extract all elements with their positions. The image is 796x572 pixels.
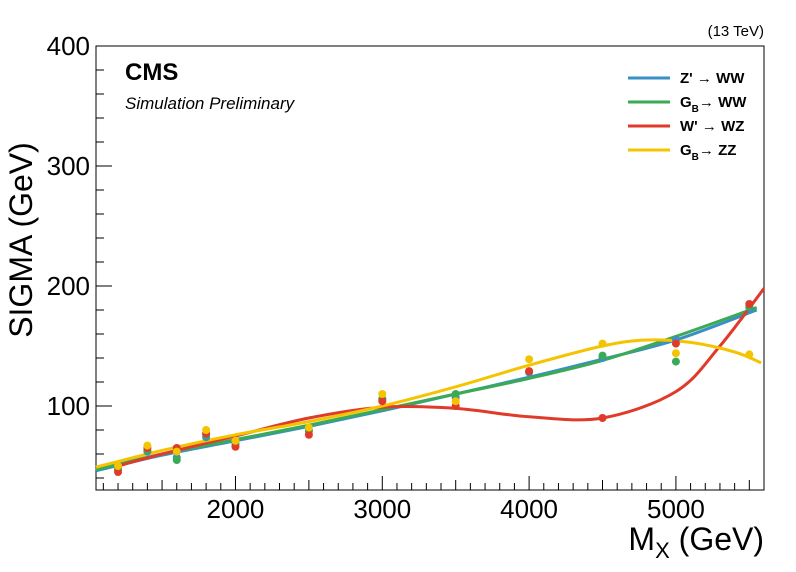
data-point-series-1 <box>172 456 181 464</box>
data-point-series-2 <box>525 367 534 376</box>
y-axis-title: SIGMA (GeV) <box>3 142 39 338</box>
legend-label-series-3: GB→ ZZ <box>680 142 736 163</box>
data-point-series-3 <box>671 349 680 358</box>
status-label: Simulation Preliminary <box>125 94 296 113</box>
y-tick-label: 300 <box>47 151 90 181</box>
x-tick-label: 3000 <box>353 494 411 524</box>
x-axis-title-sub: X <box>655 538 670 563</box>
x-axis-title: MX (GeV) <box>628 521 764 563</box>
data-point-series-2 <box>231 442 240 451</box>
data-point-series-3 <box>451 397 460 406</box>
legend-label-series-1: GB→ WW <box>680 94 747 115</box>
x-axis-title-unit: (GeV) <box>670 521 764 557</box>
legend-label-series-0: Z' → WW <box>680 70 745 87</box>
y-tick-label: 100 <box>47 391 90 421</box>
data-point-series-1 <box>451 390 460 398</box>
experiment-label: CMS <box>125 59 178 86</box>
energy-label: (13 TeV) <box>708 23 764 40</box>
data-point-series-2 <box>745 300 754 308</box>
fit-curve-series-3 <box>95 338 762 469</box>
x-tick-label: 2000 <box>207 494 265 524</box>
x-axis-title-main: M <box>628 521 655 557</box>
y-tick-label: 200 <box>47 271 90 301</box>
data-point-series-3 <box>525 355 534 364</box>
plot-frame <box>95 45 765 491</box>
data-point-series-3 <box>745 350 754 359</box>
data-point-series-3 <box>172 447 181 456</box>
y-tick-label: 400 <box>47 31 90 61</box>
data-point-series-1 <box>598 351 607 360</box>
data-point-series-3 <box>202 426 211 434</box>
data-point-series-3 <box>304 423 313 432</box>
x-tick-label: 5000 <box>647 494 705 524</box>
legend: Z' → WW GB→ WW W' → WZ GB→ ZZ <box>628 70 747 163</box>
data-point-series-3 <box>231 436 240 445</box>
legend-label-series-2: W' → WZ <box>680 118 744 135</box>
data-point-series-2 <box>378 397 387 406</box>
data-point-series-3 <box>143 441 152 450</box>
data-point-series-2 <box>598 414 607 422</box>
data-point-series-3 <box>114 462 123 470</box>
data-point-series-1 <box>671 357 680 366</box>
fit-curve-series-1 <box>95 306 758 472</box>
data-point-series-2 <box>671 339 680 348</box>
data-point-series-2 <box>114 468 123 476</box>
data-point-series-2 <box>304 430 313 439</box>
x-tick-label: 4000 <box>500 494 558 524</box>
data-point-series-3 <box>598 339 607 348</box>
data-point-series-3 <box>378 390 387 398</box>
